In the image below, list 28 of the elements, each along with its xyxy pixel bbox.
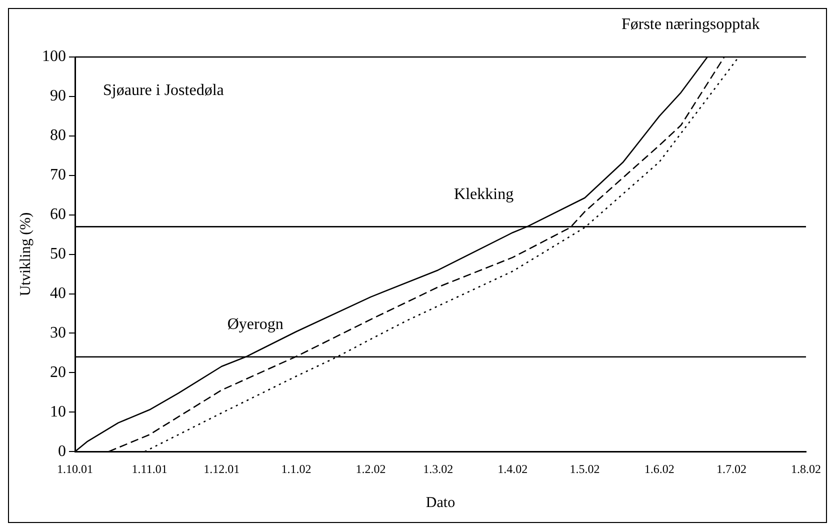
y-tick-label: 90 — [50, 88, 66, 105]
y-tick-label: 0 — [58, 442, 66, 460]
x-tick-label: 1.10.01 — [57, 462, 93, 476]
x-tick-label: 1.2.02 — [356, 462, 386, 476]
x-tick-label: 1.1.02 — [281, 462, 312, 476]
y-tick-label: 10 — [50, 403, 66, 420]
annotation: Øyerogn — [227, 316, 284, 334]
x-tick-label: 1.3.02 — [423, 462, 454, 476]
y-tick-label: 20 — [50, 364, 66, 381]
x-tick-label: 1.7.02 — [716, 462, 746, 476]
annotation: Første næringsopptak — [621, 16, 760, 34]
x-tick-label: 1.5.02 — [570, 462, 600, 476]
y-tick-label: 30 — [50, 324, 66, 342]
y-tick-label: 40 — [50, 284, 66, 302]
y-tick-label: 50 — [50, 246, 66, 263]
x-tick-label: 1.6.02 — [644, 462, 674, 476]
y-tick-label: 60 — [50, 206, 66, 224]
annotation: Klekking — [454, 186, 514, 203]
x-tick-label: 1.4.02 — [498, 462, 528, 476]
x-tick-label: 1.11.01 — [132, 462, 168, 476]
y-tick-label: 100 — [42, 48, 66, 66]
x-axis-title: Dato — [426, 494, 456, 511]
y-axis-title: Utvikling (%) — [18, 212, 34, 296]
y-tick-label: 70 — [50, 166, 66, 184]
x-tick-label: 1.8.02 — [791, 462, 821, 476]
annotation: Sjøaure i Jostedøla — [103, 82, 224, 100]
x-tick-label: 1.12.01 — [204, 462, 240, 476]
y-tick-label: 80 — [50, 127, 66, 144]
